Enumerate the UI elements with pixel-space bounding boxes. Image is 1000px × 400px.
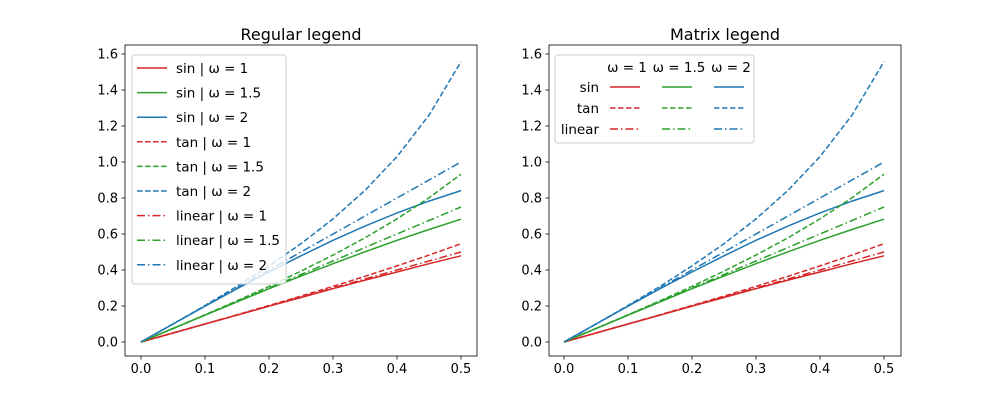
- y-tick-label: 1.0: [521, 156, 542, 171]
- legend-entry-label: tan | ω = 1.5: [176, 159, 264, 175]
- legend-entry-label: linear | ω = 1: [176, 209, 267, 225]
- series-line-solid-1: [563, 218, 885, 343]
- x-tick-label: 0.4: [810, 362, 831, 377]
- right-title: Matrix legend: [670, 25, 780, 44]
- axes-frame: [124, 44, 478, 357]
- y-tick-label: 0.6: [521, 228, 542, 243]
- y-tick-label: 0.0: [521, 336, 542, 351]
- legend-entry-label: tan | ω = 1: [176, 135, 251, 151]
- x-tick-label: 0.2: [259, 362, 280, 377]
- y-tick-label: 0.2: [521, 300, 542, 315]
- legend-entry-label: linear | ω = 2: [176, 258, 267, 274]
- series-line-dashdot-7: [563, 206, 885, 343]
- legend-entry-label: sin | ω = 1: [176, 61, 248, 77]
- series-line-dashdot-7: [140, 206, 462, 343]
- x-tick-label: 0.1: [618, 362, 639, 377]
- series-line-dashdot-8: [140, 161, 462, 343]
- series-line-dashdot-6: [563, 251, 885, 343]
- left-title: Regular legend: [240, 25, 361, 44]
- matrix-legend-box: [554, 54, 755, 144]
- axes-frame: [548, 44, 902, 357]
- series-line-solid-2: [563, 189, 885, 343]
- y-tick-label: 0.8: [521, 192, 542, 207]
- series-line-dashed-5: [563, 61, 885, 343]
- y-tick-label: 1.4: [521, 84, 542, 99]
- legend-entry-label: linear | ω = 1.5: [176, 233, 280, 249]
- series-line-dashed-3: [563, 242, 885, 343]
- series-line-dashdot-6: [140, 251, 462, 343]
- y-tick-label: 1.2: [97, 120, 118, 135]
- series-line-dashed-5: [140, 61, 462, 343]
- y-tick-label: 0.8: [97, 192, 118, 207]
- matrix-legend-column-header: ω = 1.5: [653, 60, 706, 76]
- y-tick-label: 1.0: [97, 156, 118, 171]
- x-tick-label: 0.4: [387, 362, 408, 377]
- y-tick-label: 1.6: [97, 48, 118, 63]
- legend-box: [131, 54, 287, 285]
- x-tick-label: 0.3: [746, 362, 767, 377]
- x-tick-label: 0.2: [682, 362, 703, 377]
- y-tick-label: 0.0: [97, 336, 118, 351]
- y-tick-label: 0.4: [521, 264, 542, 279]
- x-tick-label: 0.5: [451, 362, 472, 377]
- legend-entry-label: tan | ω = 2: [176, 184, 251, 200]
- right-axes-matrix-legend: 0.0 0.1 0.2 0.3 0.4 0.5 0.0 0.2 0.4 0.6 0.8 1.0 1.2 1…: [521, 44, 902, 377]
- y-tick-label: 1.6: [521, 48, 542, 63]
- matrix-legend-row-label: tan: [577, 101, 599, 117]
- series-line-dashdot-8: [563, 161, 885, 343]
- legend-entry-label: sin | ω = 1.5: [176, 86, 261, 102]
- x-tick-label: 0.3: [323, 362, 344, 377]
- x-tick-label: 0.1: [195, 362, 216, 377]
- y-tick-label: 0.6: [97, 228, 118, 243]
- x-tick-label: 0.5: [874, 362, 895, 377]
- matrix-legend-row-label: linear: [561, 122, 600, 138]
- legend-entry-label: sin | ω = 2: [176, 110, 248, 126]
- x-tick-label: 0.0: [554, 362, 575, 377]
- series-line-dashed-4: [563, 173, 885, 343]
- left-axes-regular-legend: 0.0 0.1 0.2 0.3 0.4 0.5 0.0 0.2 0.4 0.6 0.8 1.0 1.2 1…: [97, 44, 478, 377]
- matrix-legend-column-header: ω = 1: [607, 60, 647, 76]
- y-tick-label: 0.2: [97, 300, 118, 315]
- matrix-legend-row-label: sin: [580, 80, 599, 96]
- matrix-legend-column-header: ω = 2: [711, 60, 751, 76]
- y-tick-label: 0.4: [97, 264, 118, 279]
- x-tick-label: 0.0: [131, 362, 152, 377]
- y-tick-label: 1.4: [97, 84, 118, 99]
- y-tick-label: 1.2: [521, 120, 542, 135]
